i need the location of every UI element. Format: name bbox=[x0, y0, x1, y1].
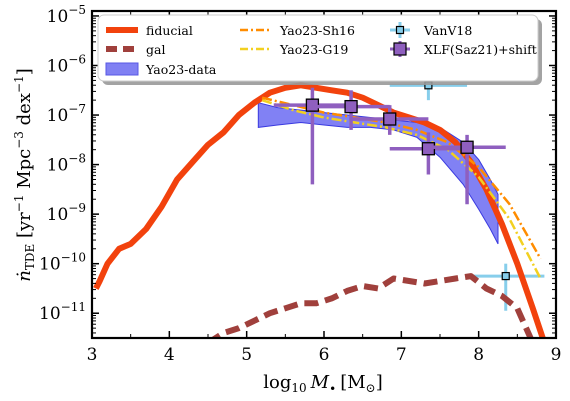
y-tick-label: 10−10 bbox=[39, 251, 86, 275]
y-tick-label: 10−11 bbox=[39, 300, 86, 324]
y-tick-label: 10−7 bbox=[47, 102, 86, 126]
x-tick-label: 6 bbox=[319, 345, 330, 365]
series-line-yao23-g19 bbox=[261, 99, 542, 280]
y-tick-label: 10−5 bbox=[47, 3, 86, 27]
legend: fiducial gal Yao23-data Yao23-Sh16 Yao23… bbox=[97, 14, 542, 85]
x-tick-label: 7 bbox=[396, 345, 407, 365]
legend-label-xlf-saz21: XLF(Saz21)+shift bbox=[424, 42, 537, 57]
point-xlf-1 bbox=[344, 99, 358, 114]
tick-labels: 3 4 5 6 7 8 9 10−11 10−10 10−9 10−8 10−7 10−6 10−5 bbox=[39, 3, 561, 365]
x-tick-label: 5 bbox=[241, 345, 252, 365]
legend-label-fiducial: fiducial bbox=[146, 23, 193, 38]
legend-label-yao23-data: Yao23-data bbox=[145, 62, 217, 77]
x-tick-label: 8 bbox=[473, 345, 484, 365]
legend-swatch-yao23-data bbox=[105, 62, 139, 76]
legend-label-gal: gal bbox=[146, 42, 165, 57]
legend-label-yao23-sh16: Yao23-Sh16 bbox=[279, 23, 355, 38]
y-tick-label: 10−8 bbox=[47, 152, 86, 176]
y-axis-title: ṅTDE [yr−1 Mpc−3 dex−1] bbox=[12, 68, 37, 281]
x-tick-label: 3 bbox=[87, 345, 98, 365]
series-line-gal bbox=[210, 273, 534, 338]
series-line-yao23-sh16 bbox=[261, 96, 542, 260]
point-xlf-4 bbox=[460, 140, 474, 154]
legend-label-yao23-g19: Yao23-G19 bbox=[279, 42, 348, 57]
axis-ticks bbox=[91, 11, 557, 338]
y-tick-label: 10−6 bbox=[47, 53, 86, 77]
legend-swatch-xlf-saz21 bbox=[390, 41, 410, 57]
x-tick-label: 9 bbox=[551, 345, 562, 365]
y-tick-label: 10−9 bbox=[47, 201, 86, 225]
legend-label-vanv18: VanV18 bbox=[423, 23, 472, 38]
point-xlf-2 bbox=[383, 112, 397, 126]
x-axis-title: log10 M• [M⊙] bbox=[263, 372, 382, 396]
point-vanv18-1 bbox=[501, 271, 510, 281]
legend-swatch-vanv18 bbox=[390, 22, 410, 38]
band-yao23-data bbox=[257, 102, 499, 245]
legend-box bbox=[97, 14, 539, 82]
plot-area bbox=[93, 77, 546, 338]
x-tick-label: 4 bbox=[164, 345, 175, 365]
